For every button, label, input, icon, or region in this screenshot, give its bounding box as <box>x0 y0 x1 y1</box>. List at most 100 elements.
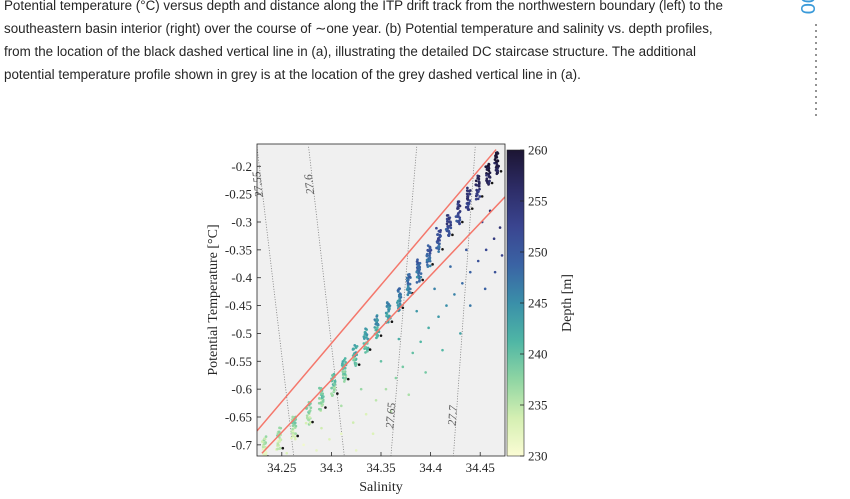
data-point <box>354 449 358 452</box>
data-point <box>418 261 422 265</box>
data-point <box>416 258 419 262</box>
y-tick-label: -0.65 <box>225 410 252 425</box>
data-point <box>276 443 280 446</box>
data-point <box>436 237 440 240</box>
data-point <box>485 177 489 181</box>
data-point <box>449 265 452 268</box>
data-point <box>428 246 432 249</box>
y-tick-label: -0.3 <box>231 215 252 230</box>
y-tick-label: -0.55 <box>225 354 252 369</box>
data-point <box>263 437 266 441</box>
data-point <box>484 165 488 169</box>
data-point <box>474 197 478 201</box>
data-point <box>445 214 449 217</box>
y-tick-label: -0.5 <box>231 326 252 341</box>
bounding-line <box>261 196 505 454</box>
y-tick-label: -0.7 <box>231 437 252 452</box>
data-point <box>281 446 285 450</box>
data-point <box>388 314 391 318</box>
data-point <box>344 361 347 364</box>
data-point <box>470 207 474 210</box>
data-point <box>342 380 346 383</box>
data-point <box>296 434 299 438</box>
data-point <box>343 357 347 360</box>
data-point <box>374 322 378 326</box>
data-point <box>431 263 434 266</box>
data-point <box>389 410 393 413</box>
data-point <box>346 377 350 381</box>
data-point <box>362 335 366 339</box>
data-point <box>468 192 472 196</box>
data-point <box>488 171 492 175</box>
data-point <box>390 320 394 324</box>
data-point <box>465 197 469 200</box>
data-point <box>465 248 468 252</box>
data-point <box>398 302 402 305</box>
isopycnal-labels: 27.55 27.6 27.65 27.7 <box>251 170 460 429</box>
data-point <box>500 254 504 257</box>
data-point <box>291 433 295 437</box>
data-point <box>487 175 491 179</box>
x-axis-ticks: 34.25 34.3 34.35 34.4 34.45 <box>267 452 495 475</box>
data-point <box>341 376 345 380</box>
data-point <box>294 432 298 436</box>
data-point <box>302 443 305 447</box>
data-point <box>371 432 375 436</box>
data-point <box>264 453 268 456</box>
data-point <box>355 344 359 348</box>
data-point <box>492 237 496 241</box>
isopycnal-label: 27.55 <box>251 170 266 197</box>
data-point <box>336 392 339 395</box>
data-point <box>309 406 313 410</box>
data-point <box>318 397 321 400</box>
x-tick-label: 34.25 <box>267 460 296 475</box>
data-point <box>353 344 357 347</box>
ts-diagram-figure: 27.55 27.627.65 27.7 34.25 34.3 34.35 34.4 34.… <box>206 143 575 496</box>
data-point <box>322 395 325 398</box>
data-point <box>433 287 436 291</box>
data-point <box>428 264 432 268</box>
data-point <box>364 412 368 416</box>
data-point <box>488 179 491 183</box>
data-point <box>468 270 472 274</box>
data-point <box>441 248 444 251</box>
data-point <box>487 169 491 172</box>
data-point <box>421 278 424 282</box>
data-point <box>408 272 411 276</box>
data-point <box>344 376 348 380</box>
data-point <box>445 304 448 307</box>
data-point <box>379 359 383 363</box>
data-point <box>278 446 282 450</box>
colorbar-tick-label: 240 <box>528 347 548 362</box>
data-point <box>494 168 498 172</box>
data-point <box>466 201 470 205</box>
data-point <box>475 188 479 192</box>
y-axis-ticks: -0.2 -0.25 -0.3 -0.35 -0.4 -0.45 -0.5 -0.55 -0.6… <box>225 159 261 452</box>
data-point <box>364 351 367 354</box>
data-point <box>330 392 333 396</box>
data-point <box>449 223 453 227</box>
data-point <box>445 222 449 226</box>
data-point <box>458 221 461 225</box>
data-point <box>354 362 358 365</box>
data-point <box>331 374 334 377</box>
data-point <box>496 159 500 163</box>
data-point <box>454 215 458 218</box>
data-point <box>461 220 464 224</box>
colorbar-tick-label: 260 <box>528 143 548 158</box>
data-point <box>499 170 503 173</box>
data-point <box>396 304 400 307</box>
data-point <box>453 293 456 296</box>
data-point <box>305 416 309 420</box>
caption-line-4: potential temperature profile shown in g… <box>4 67 581 82</box>
data-point <box>449 226 453 230</box>
caption-line-1: Potential temperature (°C) versus depth … <box>4 0 723 13</box>
data-point <box>319 401 323 405</box>
data-point <box>341 362 344 365</box>
data-point <box>351 421 355 424</box>
data-point <box>441 348 444 352</box>
data-point <box>305 414 309 418</box>
data-point <box>478 195 482 198</box>
data-point <box>494 153 498 157</box>
isopycnal-label: 27.7 <box>447 404 460 426</box>
